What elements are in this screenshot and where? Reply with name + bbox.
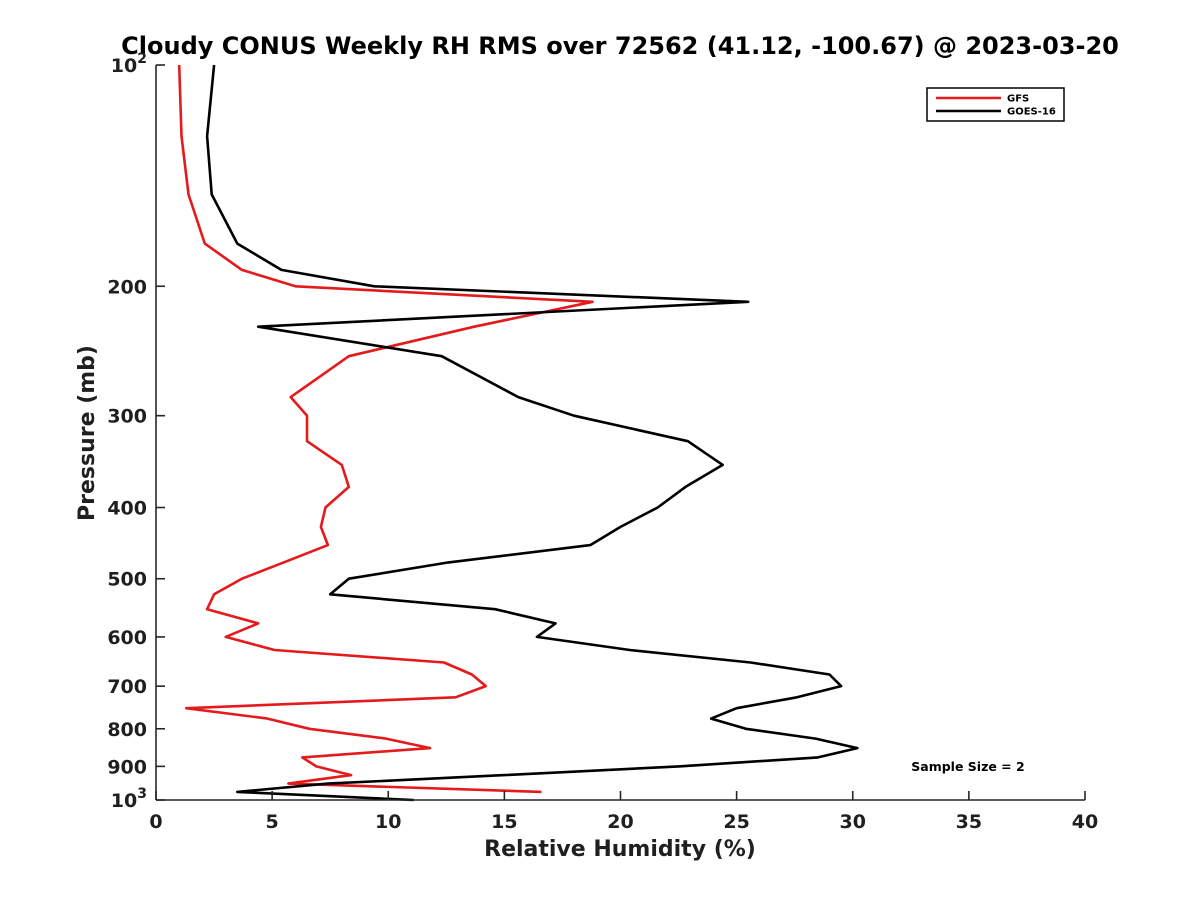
y-tick-label: 600: [107, 627, 147, 649]
legend-box: [926, 87, 1065, 122]
axes-layer: 0 5 10 15 20 25 30 35 40 102 200 300 400 500 600 700 800…: [107, 51, 1098, 833]
x-axis-title: Relative Humidity (%): [484, 837, 756, 862]
y-tick-label: 900: [107, 756, 147, 778]
x-tick-label: 15: [491, 811, 517, 833]
y-tick-label: 800: [107, 719, 147, 741]
y-tick-label: 200: [107, 276, 147, 298]
legend-label-goes16: GOES-16: [1007, 107, 1056, 118]
legend-label-gfs: GFS: [1007, 94, 1029, 105]
x-tick-label: 35: [956, 811, 982, 833]
y-tick-label: 400: [107, 498, 147, 520]
series-line-goes16: [205, 64, 859, 802]
y-axis-title: Pressure (mb): [75, 345, 100, 521]
chart-title: Cloudy CONUS Weekly RH RMS over 72562 (4…: [121, 32, 1119, 60]
y-tick-label: 300: [107, 406, 147, 428]
y-tick-label: 103: [111, 786, 147, 812]
y-tick-label: 102: [111, 51, 147, 77]
series-line-gfs: [177, 64, 594, 794]
y-tick-label: 500: [107, 569, 147, 591]
x-tick-label: 20: [607, 811, 633, 833]
x-tick-label: 0: [149, 811, 162, 833]
x-tick-label: 10: [375, 811, 401, 833]
sample-size-annotation: Sample Size = 2: [911, 759, 1024, 774]
legend: GFS GOES-16: [926, 87, 1065, 122]
x-tick-label: 5: [266, 811, 279, 833]
y-tick-label: 700: [107, 676, 147, 698]
x-tick-label: 30: [840, 811, 866, 833]
x-tick-label: 40: [1072, 811, 1098, 833]
series-layer: [177, 64, 859, 802]
x-tick-label: 25: [723, 811, 749, 833]
